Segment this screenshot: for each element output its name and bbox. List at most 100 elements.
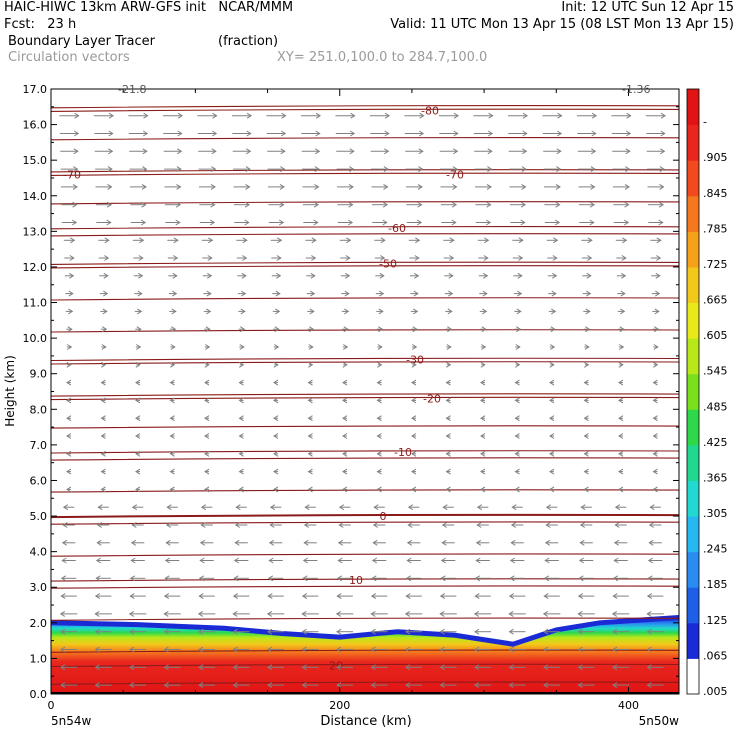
wind-vector-head: [626, 112, 632, 119]
wind-vector-head: [198, 682, 204, 689]
wind-vector-head: [660, 112, 667, 119]
wind-vector-head: [451, 219, 457, 226]
wind-vector-head: [238, 468, 244, 475]
wind-vector-head: [439, 628, 445, 635]
colorbar-label: .005: [703, 685, 728, 698]
colorbar-label: .485: [703, 400, 728, 413]
wind-vector-head: [71, 219, 78, 226]
colorbar-label: .365: [703, 472, 728, 485]
wind-vector-head: [347, 219, 354, 226]
isotherm-label: -30: [406, 353, 424, 366]
wind-vector-head: [656, 255, 662, 261]
wind-vector-head: [142, 130, 149, 137]
wind-vector-head: [169, 433, 175, 439]
wind-vector-head: [549, 379, 555, 386]
wind-vector-head: [280, 166, 286, 173]
wind-vector-head: [480, 433, 486, 439]
colorbar-swatch: [687, 587, 699, 624]
wind-vector-head: [583, 468, 589, 475]
wind-vector-head: [204, 415, 210, 422]
wind-vector-head: [474, 646, 480, 653]
colorbar-swatch: [687, 551, 699, 588]
wind-vector-head: [94, 646, 100, 653]
wind-vector-head: [557, 112, 563, 119]
corner-label-right: -1.36: [622, 83, 650, 96]
wind-vector-head: [658, 201, 665, 208]
wind-vector-head: [73, 166, 79, 173]
wind-vector-head: [481, 326, 487, 333]
wind-vector-head: [649, 504, 655, 511]
isotherm-labeled-line: [51, 357, 679, 362]
wind-vector-head: [208, 237, 214, 244]
wind-vector-head: [413, 308, 419, 315]
wind-vector-head: [614, 522, 620, 528]
colorbar-label: .845: [703, 187, 728, 200]
wind-vector-head: [244, 219, 250, 226]
wind-vector-head: [139, 237, 145, 244]
colorbar-swatch: [687, 124, 699, 161]
wind-vector-head: [349, 166, 355, 173]
wind-vector-head: [586, 272, 592, 279]
wind-vector-head: [138, 255, 144, 261]
wind-vector-head: [656, 237, 662, 244]
wind-vector-head: [583, 415, 589, 422]
wind-vector-head: [522, 112, 529, 119]
wind-vector-head: [654, 308, 660, 315]
colorbar-label: .665: [703, 294, 728, 307]
wind-vector-head: [342, 433, 348, 439]
wind-vector-head: [549, 486, 555, 493]
wind-vector-head: [587, 255, 593, 261]
colorbar-swatch: [687, 302, 699, 339]
wind-vector-head: [95, 557, 102, 564]
wind-vector-head: [136, 344, 142, 350]
wind-vector-head: [338, 522, 344, 528]
wind-vector-head: [232, 646, 238, 653]
wind-vector-head: [233, 557, 240, 564]
wind-vector-head: [309, 308, 315, 315]
y-tick-label: 7.0: [30, 439, 48, 452]
wind-vector-head: [514, 450, 520, 457]
wind-vector-head: [207, 272, 213, 279]
wind-vector-head: [376, 415, 382, 422]
wind-vector-head: [301, 682, 307, 689]
wind-vector-head: [585, 308, 591, 315]
wind-vector-head: [240, 308, 246, 315]
isotherm-line: [51, 233, 679, 237]
wind-vector-head: [242, 255, 248, 261]
wind-vector-head: [163, 664, 169, 671]
wind-vector-head: [274, 326, 280, 333]
wind-vector-head: [67, 344, 73, 350]
wind-vector-head: [273, 433, 279, 439]
wind-vector-head: [618, 397, 624, 404]
wind-vector-head: [343, 326, 349, 333]
wind-vector-head: [417, 183, 423, 190]
wind-vector-head: [242, 237, 248, 244]
wind-vector-head: [60, 682, 66, 689]
wind-vector-head: [336, 593, 342, 600]
wind-vector-head: [453, 130, 459, 137]
wind-vector-head: [163, 682, 169, 689]
wind-vector-head: [549, 397, 555, 404]
wind-vector-head: [267, 593, 273, 600]
wind-vector-head: [383, 166, 389, 173]
wind-vector-head: [234, 522, 241, 528]
wind-vector-head: [165, 522, 172, 528]
isotherm-line: [51, 297, 679, 301]
wind-vector-head: [244, 201, 251, 208]
wind-vector-head: [510, 539, 516, 546]
isotherm-label: 0: [380, 510, 387, 523]
colorbar-label: -: [703, 116, 707, 129]
wind-vector-head: [376, 468, 382, 475]
wind-vector-head: [130, 557, 136, 564]
wind-vector-head: [370, 664, 376, 671]
wind-vector-head: [343, 344, 349, 350]
wind-vector-head: [480, 361, 486, 368]
wind-vector-head: [449, 255, 455, 261]
wind-vector-head: [67, 326, 73, 333]
wind-vector-head: [307, 450, 313, 457]
wind-vector-head: [487, 166, 493, 173]
wind-vector-head: [411, 397, 417, 404]
wind-vector-head: [172, 290, 178, 297]
wind-vector-head: [235, 504, 241, 511]
wind-vector-head: [73, 130, 80, 137]
